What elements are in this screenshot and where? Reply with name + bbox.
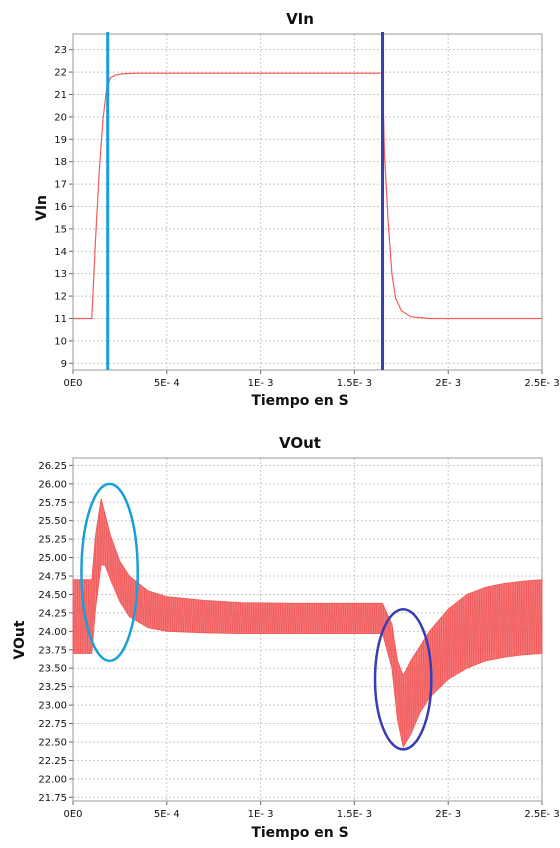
vout-y-tick-label: 23.75 (38, 645, 67, 656)
vout-x-tick-label: 1E- 3 (248, 809, 274, 820)
vout-x-tick-label: 2E- 3 (435, 809, 461, 820)
vout-plot-area: 0E0 5E- 4 1E- 3 1.5E- 3 2E- 3 2.5E- 3 21.75 22.… (38, 457, 560, 820)
vin-x-tick-label: 0E0 (63, 378, 82, 389)
vout-y-axis-label: VOut (12, 620, 28, 659)
vout-y-tick-label: 24.50 (38, 590, 67, 601)
vin-x-tick-label: 2E- 3 (435, 378, 461, 389)
vout-y-tick-label: 22.00 (38, 774, 67, 785)
vin-y-tick-label: 23 (54, 45, 67, 56)
vin-series-line (73, 72, 542, 320)
vout-y-tick-label: 22.50 (38, 737, 67, 748)
vin-x-tick-label: 5E- 4 (154, 378, 180, 389)
vout-y-tick-label: 22.25 (38, 756, 67, 767)
vin-chart: Tiempo en S VIn 0E0 5E- 4 1E- 3 1.5E- 3 2E- … (0, 0, 560, 420)
vin-y-tick-label: 13 (54, 269, 67, 280)
vout-y-tick-label: 25.25 (38, 535, 67, 546)
vout-y-tick-label: 23.00 (38, 701, 67, 712)
vout-highlight-ellipse (80, 482, 139, 663)
vout-x-tick-label: 1.5E- 3 (337, 809, 372, 820)
vin-x-tick-label: 1E- 3 (248, 378, 274, 389)
vin-x-tick-label: 2.5E- 3 (524, 378, 559, 389)
vout-y-tick-label: 24.25 (38, 608, 67, 619)
vin-y-tick-label: 14 (54, 247, 67, 258)
vout-chart: Tiempo en S VOut 0E0 5E- 4 1E- 3 1.5E- 3 2E-… (0, 424, 560, 848)
vin-plot-area: 0E0 5E- 4 1E- 3 1.5E- 3 2E- 3 2.5E- 3 9 10 11 12 1… (54, 32, 560, 389)
vout-highlight-ellipse (373, 607, 433, 751)
vout-y-tick-label: 24.75 (38, 572, 67, 583)
vout-y-tick-label: 22.75 (38, 719, 67, 730)
vout-x-axis-label: Tiempo en S (251, 825, 348, 841)
vin-y-axis-label: VIn (34, 195, 50, 221)
vout-y-tick-label: 21.75 (38, 793, 67, 804)
vin-x-tick-label: 1.5E- 3 (337, 378, 372, 389)
vout-y-tick-label: 23.50 (38, 664, 67, 675)
vin-y-tick-label: 21 (54, 90, 67, 101)
vin-y-tick-label: 22 (54, 68, 67, 79)
vout-y-tick-label: 24.00 (38, 627, 67, 638)
vin-y-tick-label: 18 (54, 157, 67, 168)
vout-y-tick-label: 25.50 (38, 516, 67, 527)
vout-y-tick-label: 26.25 (38, 461, 67, 472)
vin-x-axis-label: Tiempo en S (251, 393, 348, 409)
vout-y-tick-label: 25.75 (38, 498, 67, 509)
vin-chart-title: VIn (286, 10, 314, 28)
vout-y-tick-label: 25.00 (38, 553, 67, 564)
vout-x-tick-label: 5E- 4 (154, 809, 180, 820)
vin-plot-frame (72, 33, 543, 371)
vin-chart-svg: Tiempo en S VIn 0E0 5E- 4 1E- 3 1.5E- 3 2E- … (34, 10, 560, 409)
vout-chart-svg: Tiempo en S VOut 0E0 5E- 4 1E- 3 1.5E- 3 2E-… (12, 434, 560, 841)
vout-x-tick-label: 2.5E- 3 (524, 809, 559, 820)
vout-y-tick-label: 26.00 (38, 479, 67, 490)
vout-x-tick-label: 0E0 (63, 809, 82, 820)
vin-y-tick-label: 20 (54, 112, 67, 123)
vout-ripple-oscillation (72, 502, 543, 745)
vin-y-tick-label: 9 (61, 359, 67, 370)
vin-y-tick-label: 11 (54, 314, 67, 325)
vin-y-tick-label: 19 (54, 135, 67, 146)
vin-y-tick-label: 16 (54, 202, 67, 213)
vout-y-tick-label: 23.25 (38, 682, 67, 693)
vin-y-tick-label: 12 (54, 292, 67, 303)
vin-y-tick-label: 17 (54, 180, 67, 191)
vout-ripple-band (72, 498, 543, 749)
vin-y-tick-label: 15 (54, 224, 67, 235)
vout-chart-title: VOut (279, 434, 321, 452)
vin-y-tick-label: 10 (54, 336, 67, 347)
